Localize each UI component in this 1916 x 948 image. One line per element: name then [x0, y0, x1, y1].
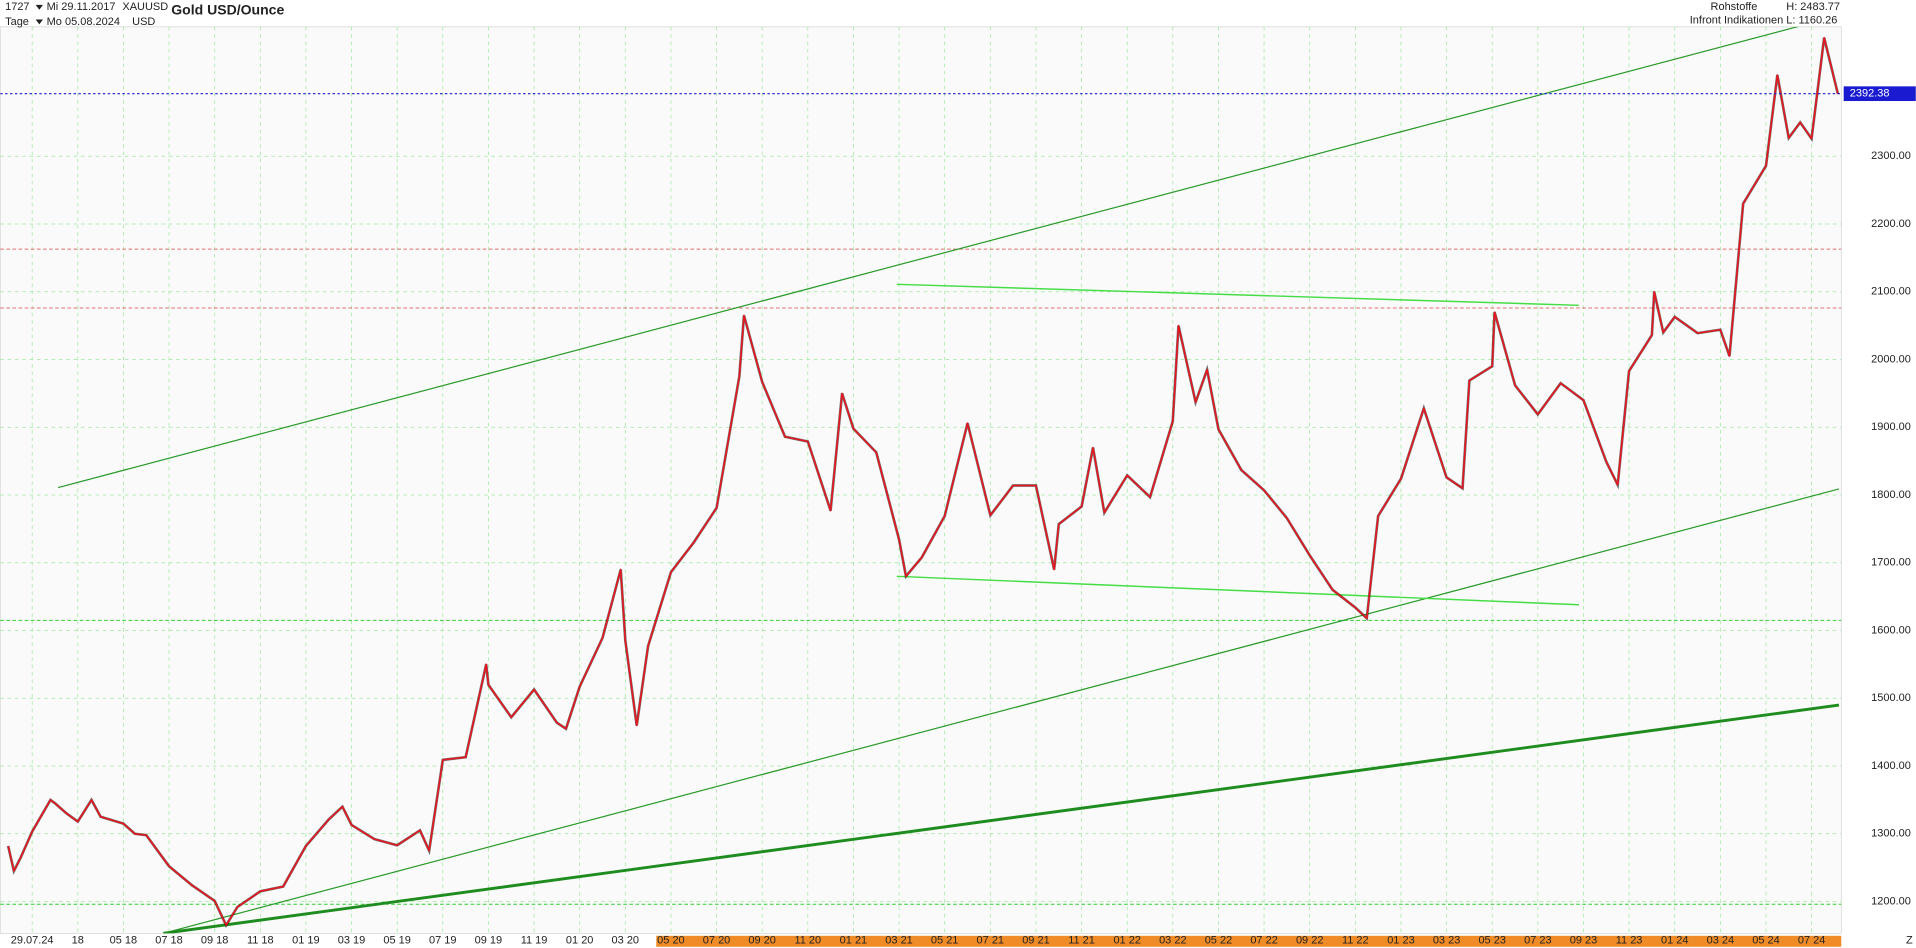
x-tick-label: 05 24: [1752, 935, 1779, 947]
axis-band: [656, 935, 1842, 947]
x-tick-label: 05 23: [1478, 935, 1505, 947]
x-tick-label: 29.07.24: [11, 935, 54, 947]
x-tick-label: 07 23: [1524, 935, 1551, 947]
chart-title: Gold USD/Ounce: [171, 2, 284, 18]
y-tick-label: 1200.00: [1871, 895, 1911, 907]
y-tick-label: 2100.00: [1871, 286, 1911, 298]
interval[interactable]: Tage: [5, 16, 29, 28]
high: H: 2483.77: [1786, 1, 1840, 13]
x-tick-label: 03 20: [612, 935, 640, 947]
x-tick-label: 01 19: [292, 935, 320, 947]
start-date: Mi 29.11.2017: [47, 1, 116, 13]
y-tick-label: 1400.00: [1871, 760, 1911, 772]
y-tick-label: 1300.00: [1871, 828, 1911, 840]
x-tick-label: 09 19: [475, 935, 503, 947]
x-tick-label: 01 22: [1113, 935, 1141, 947]
plot-area: [0, 26, 1842, 934]
x-tick-label: 01 24: [1661, 935, 1689, 947]
last-price-box: [1843, 86, 1916, 102]
x-tick-label: 11 18: [247, 935, 274, 947]
y-tick-label: 1600.00: [1871, 624, 1911, 636]
x-tick-label: 05 20: [657, 935, 685, 947]
x-tick-label: 05 21: [931, 935, 959, 947]
x-tick-label: 07 21: [977, 935, 1005, 947]
end-date: Mo 05.08.2024: [47, 16, 120, 28]
x-tick-label: 05 22: [1205, 935, 1233, 947]
x-tick-label: 07 22: [1250, 935, 1277, 947]
x-tick-label: 03 23: [1433, 935, 1460, 947]
x-tick-label: 11 19: [521, 935, 548, 947]
y-tick-label: 1700.00: [1871, 557, 1911, 569]
x-tick-label: 11 21: [1068, 935, 1095, 947]
currency: USD: [132, 16, 155, 28]
price-line: [7, 36, 1839, 926]
x-tick-label: 01 20: [566, 935, 594, 947]
trend-line: [58, 26, 1800, 489]
x-tick-label: 03 24: [1707, 935, 1735, 947]
y-tick-label: 2200.00: [1871, 218, 1911, 230]
x-tick-label: 05 19: [383, 935, 411, 947]
y-tick-label: 1800.00: [1871, 489, 1911, 501]
x-tick-label: 11 20: [794, 935, 821, 947]
x-tick-label: 09 18: [201, 935, 229, 947]
x-tick-label: 01 23: [1387, 935, 1414, 947]
last-price-label: 2392.38: [1850, 88, 1890, 100]
trend-line: [163, 488, 1840, 934]
x-tick-label: 07 18: [155, 935, 183, 947]
x-tick-label: 05 18: [110, 935, 137, 947]
dropdown-arrow[interactable]: [35, 19, 43, 25]
x-tick-label: 03 22: [1159, 935, 1187, 947]
y-tick-label: 1500.00: [1871, 692, 1911, 704]
x-tick-label: 09 22: [1296, 935, 1324, 947]
dropdown-arrow[interactable]: [35, 4, 43, 10]
trend-line: [163, 703, 1840, 934]
x-tick-label: 09 21: [1022, 935, 1050, 947]
y-tick-label: 1900.00: [1871, 421, 1911, 433]
x-tick-label: 09 23: [1570, 935, 1597, 947]
x-tick-label: 03 19: [338, 935, 366, 947]
trend-line: [896, 575, 1579, 606]
x-tick-label: 11 23: [1616, 935, 1643, 947]
source: Infront Indikationen: [1690, 15, 1783, 27]
x-tick-label: 18: [72, 935, 84, 947]
x-tick-label: 03 21: [885, 935, 913, 947]
category: Rohstoffe: [1711, 1, 1758, 13]
x-tick-label: 07 19: [429, 935, 457, 947]
trend-line: [896, 283, 1579, 307]
y-tick-label: 2300.00: [1871, 150, 1911, 162]
x-tick-label: 07 24: [1798, 935, 1826, 947]
x-tick-label: 11 22: [1342, 935, 1369, 947]
chart-id[interactable]: 1727: [5, 1, 29, 13]
low: L: 1160.26: [1786, 15, 1837, 27]
x-tick-label: 01 21: [840, 935, 868, 947]
symbol: XAUUSD: [122, 1, 168, 13]
x-tick-label: 09 20: [748, 935, 776, 947]
y-tick-label: 2000.00: [1871, 353, 1911, 365]
zoom-button[interactable]: Z: [1906, 935, 1913, 947]
marks: [0, 26, 1842, 934]
x-tick-label: 07 20: [703, 935, 731, 947]
